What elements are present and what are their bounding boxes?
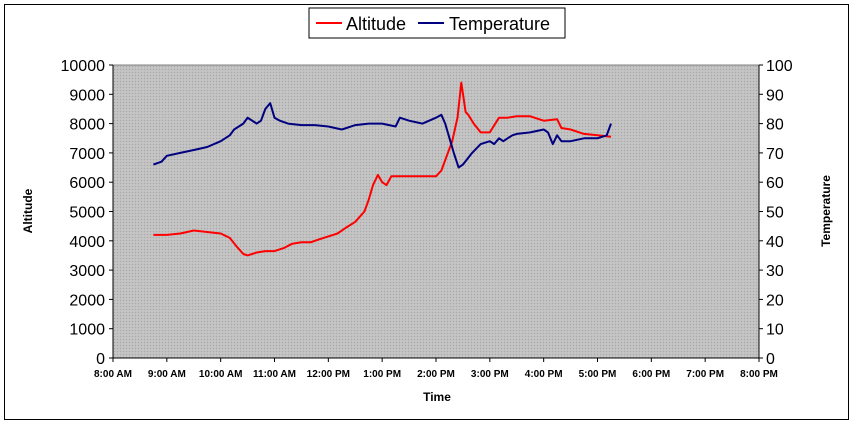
x-tick-label: 12:00 PM <box>307 369 350 380</box>
y-tick-label: 1000 <box>69 322 105 339</box>
x-tick-label: 9:00 AM <box>148 369 186 380</box>
x-tick-label: 1:00 PM <box>363 369 401 380</box>
y2-tick-label: 10 <box>766 322 784 339</box>
y-tick-label: 6000 <box>69 175 105 192</box>
y-tick-label: 9000 <box>69 87 105 104</box>
y2-tick-label: 70 <box>766 146 784 163</box>
y2-tick-label: 40 <box>766 234 784 251</box>
x-tick-label: 8:00 AM <box>94 369 132 380</box>
legend-altitude-label: Altitude <box>346 14 406 34</box>
x-tick-label: 4:00 PM <box>525 369 563 380</box>
y-tick-label: 3000 <box>69 263 105 280</box>
x-axis-title: Time <box>423 390 451 404</box>
plot-area <box>112 64 760 359</box>
y2-tick-label: 80 <box>766 117 784 134</box>
y-tick-label: 0 <box>96 351 105 368</box>
y-tick-label: 8000 <box>69 117 105 134</box>
series-line-temperature <box>153 102 612 169</box>
x-tick-label: 2:00 PM <box>417 369 455 380</box>
x-tick-label: 3:00 PM <box>471 369 509 380</box>
y-tick-label: 4000 <box>69 234 105 251</box>
y2-tick-label: 30 <box>766 263 784 280</box>
y2-tick-label: 90 <box>766 87 784 104</box>
x-tick-label: 10:00 AM <box>199 369 243 380</box>
y-tick-label: 2000 <box>69 292 105 309</box>
y2-tick-label: 20 <box>766 292 784 309</box>
legend: Altitude Temperature <box>308 7 566 39</box>
y-axis-title: Altitude <box>21 188 35 233</box>
y-tick-label: 5000 <box>69 205 105 222</box>
x-tick-label: 5:00 PM <box>579 369 617 380</box>
y2-axis-title: Temperature <box>819 175 833 247</box>
x-tick-label: 7:00 PM <box>686 369 724 380</box>
y2-tick-label: 60 <box>766 175 784 192</box>
series-line-altitude <box>153 81 612 257</box>
y2-tick-label: 100 <box>766 58 793 75</box>
x-tick-label: 11:00 AM <box>253 369 296 380</box>
y-tick-label: 7000 <box>69 146 105 163</box>
x-tick-label: 6:00 PM <box>632 369 670 380</box>
legend-temperature-label: Temperature <box>449 14 550 34</box>
y2-tick-label: 0 <box>766 351 775 368</box>
y-tick-label: 10000 <box>61 58 106 75</box>
x-tick-label: 8:00 PM <box>740 369 778 380</box>
y2-tick-label: 50 <box>766 205 784 222</box>
